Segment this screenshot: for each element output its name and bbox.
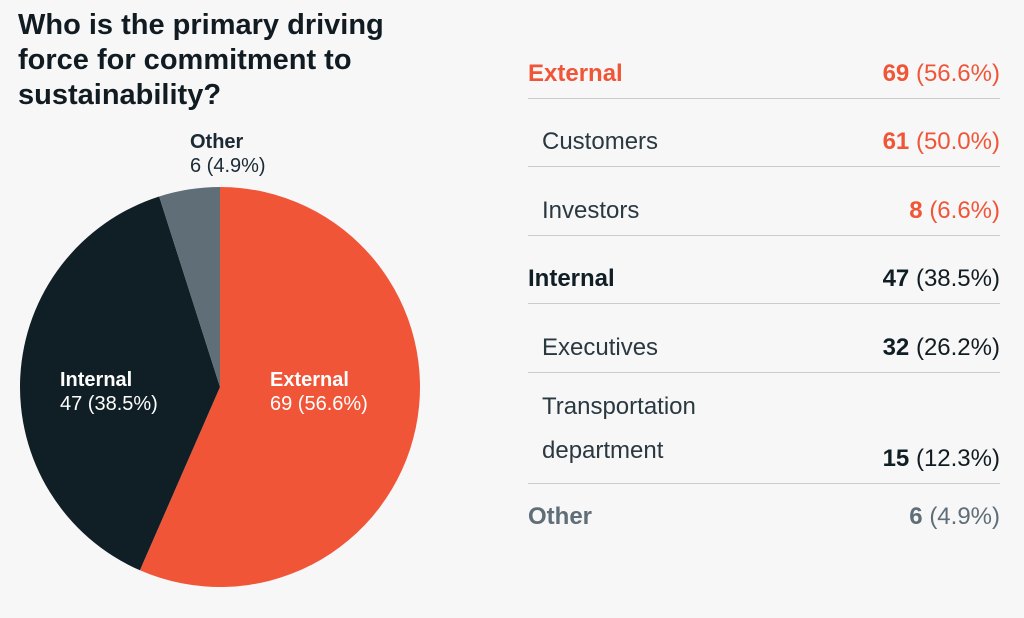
breakdown-row-customers: Customers 61 (50.0%) — [528, 98, 1000, 167]
row-label: External — [528, 60, 623, 87]
chart-title: Who is the primary driving force for com… — [18, 9, 384, 111]
slice-label-name: Other — [190, 131, 244, 153]
row-value: 32 (26.2%) — [883, 334, 1000, 362]
pie-slice-internal — [20, 196, 221, 571]
row-label: Transportation department — [542, 393, 696, 464]
slice-label-name: External — [270, 369, 349, 391]
pie-slice-other — [159, 187, 220, 387]
row-percent: (6.6%) — [929, 197, 1000, 224]
row-label: Other — [528, 503, 593, 530]
row-count: 61 — [882, 128, 910, 155]
breakdown-row-transportation: Transportation department 15 (12.3%) — [528, 372, 1000, 484]
slice-label-value: 6 (4.9%) — [190, 155, 266, 177]
row-percent: (12.3%) — [915, 445, 1000, 472]
row-percent: (50.0%) — [915, 128, 1000, 155]
row-label: Executives — [542, 334, 659, 361]
row-value: 69 (56.6%) — [883, 60, 1000, 88]
row-label: Internal — [528, 265, 615, 292]
slice-label-internal: Internal 47 (38.5%) — [60, 368, 158, 416]
row-percent: (4.9%) — [929, 503, 1000, 530]
row-count: 47 — [882, 265, 910, 292]
breakdown-row-external: External 69 (56.6%) — [528, 50, 1000, 99]
row-count: 8 — [909, 197, 923, 224]
breakdown-row-other: Other 6 (4.9%) — [528, 483, 1000, 541]
slice-label-value: 69 (56.6%) — [270, 393, 368, 415]
pie-slice-external — [139, 186, 421, 587]
row-label: Investors — [542, 197, 640, 224]
row-count: 32 — [882, 334, 910, 361]
slice-label-external: External 69 (56.6%) — [270, 368, 368, 416]
slice-label-other: Other 6 (4.9%) — [190, 130, 266, 178]
slice-label-value: 47 (38.5%) — [60, 393, 158, 415]
breakdown-row-internal: Internal 47 (38.5%) — [528, 235, 1000, 304]
row-percent: (26.2%) — [915, 334, 1000, 361]
row-value: 47 (38.5%) — [883, 265, 1000, 293]
row-count: 69 — [882, 60, 910, 87]
pie-chart — [20, 186, 421, 587]
row-value: 61 (50.0%) — [883, 128, 1000, 156]
row-percent: (56.6%) — [915, 60, 1000, 87]
slice-label-name: Internal — [60, 369, 133, 391]
row-value: 15 (12.3%) — [883, 445, 1000, 473]
row-value: 6 (4.9%) — [909, 503, 1000, 531]
breakdown-row-investors: Investors 8 (6.6%) — [528, 166, 1000, 236]
row-label: Customers — [542, 128, 659, 155]
row-value: 8 (6.6%) — [909, 197, 1000, 225]
row-count: 6 — [909, 503, 923, 530]
breakdown-row-executives: Executives 32 (26.2%) — [528, 303, 1000, 373]
row-percent: (38.5%) — [915, 265, 1000, 292]
row-count: 15 — [882, 445, 910, 472]
